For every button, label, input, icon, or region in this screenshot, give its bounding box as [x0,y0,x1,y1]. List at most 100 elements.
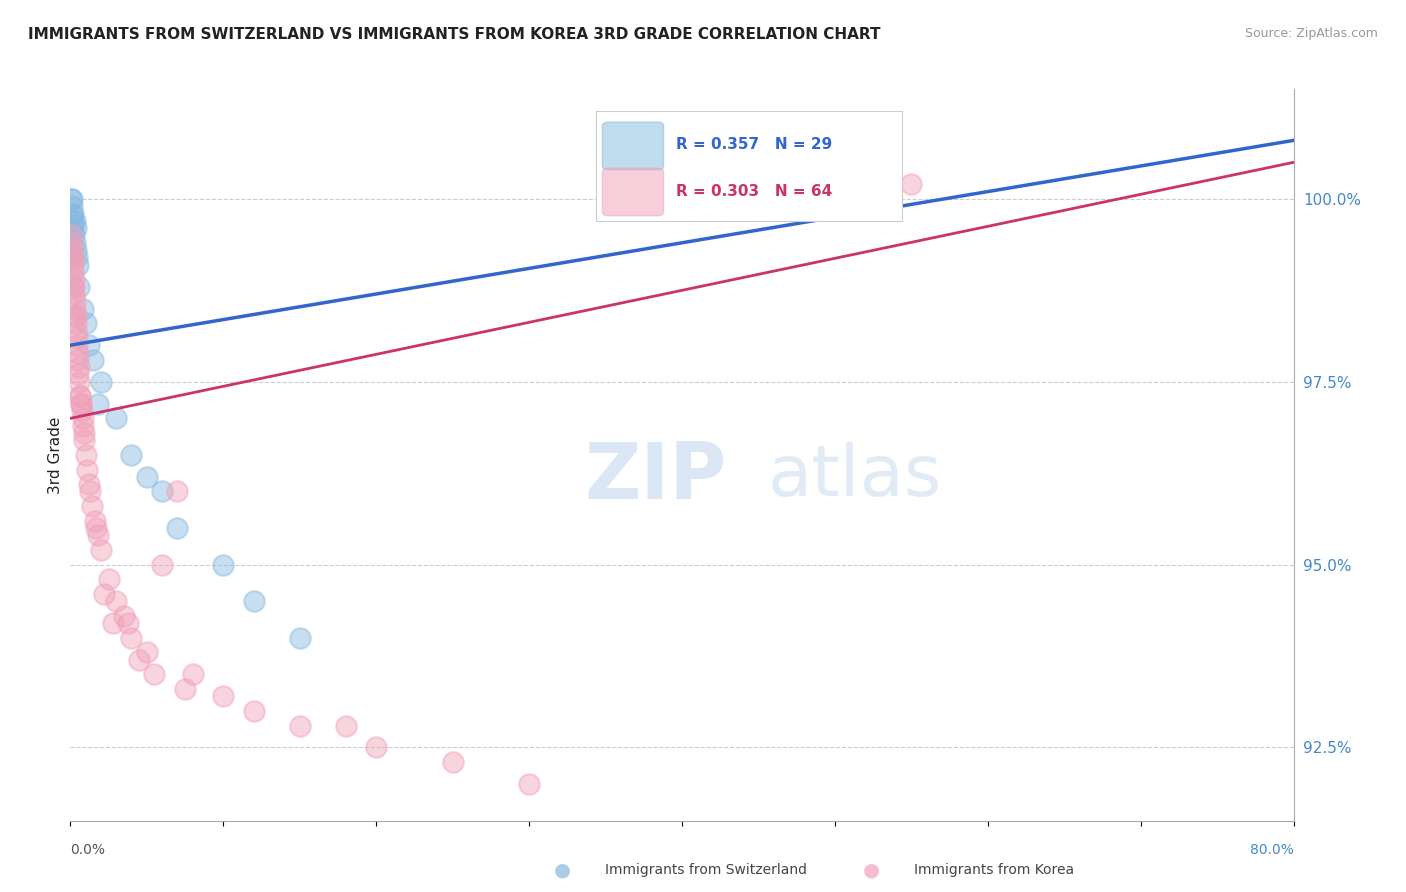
FancyBboxPatch shape [602,169,664,216]
Point [166,521,188,535]
Point [105,411,128,425]
Point [66,251,89,265]
Text: Immigrants from Korea: Immigrants from Korea [914,863,1074,877]
Point [70,397,93,411]
Point [66,258,89,272]
Point [67,368,90,382]
Point [166,484,188,499]
Point [121,631,143,645]
Point [62,206,84,220]
Text: 0.0%: 0.0% [70,843,105,856]
Point [90,375,112,389]
Point [212,558,235,572]
Point [62,287,84,301]
Point [69,389,91,403]
Point [69,375,91,389]
Point [143,667,166,681]
Point [366,740,388,755]
Point [60,243,83,257]
Point [60,251,83,265]
Point [65,309,87,323]
Point [69,389,91,403]
Point [288,631,311,645]
Point [60,206,83,220]
Point [63,294,86,309]
Text: atlas: atlas [768,442,942,511]
Point [62,258,84,272]
Text: R = 0.303   N = 64: R = 0.303 N = 64 [676,184,832,199]
Point [62,251,84,265]
Text: ●: ● [554,860,571,880]
Point [121,448,143,462]
Point [900,178,922,192]
Point [63,235,86,250]
Point [62,221,84,235]
Point [66,338,89,352]
Point [65,324,87,338]
Point [62,279,84,293]
Point [69,397,91,411]
Point [335,718,357,732]
Point [135,470,157,484]
Text: ZIP: ZIP [583,439,727,515]
Point [80,499,103,513]
Point [69,279,91,293]
Point [62,214,84,228]
Point [60,192,83,206]
Point [79,484,101,499]
Point [105,594,128,608]
Point [77,338,100,352]
Text: IMMIGRANTS FROM SWITZERLAND VS IMMIGRANTS FROM KOREA 3RD GRADE CORRELATION CHART: IMMIGRANTS FROM SWITZERLAND VS IMMIGRANT… [28,27,880,42]
Point [441,755,464,769]
Point [60,192,83,206]
Point [243,704,266,718]
Point [63,272,86,286]
Point [63,214,86,228]
Point [63,228,86,243]
Point [63,279,86,293]
Point [66,352,89,367]
Point [135,645,157,659]
Point [97,572,120,586]
Point [70,404,93,418]
Point [101,616,124,631]
Text: Immigrants from Switzerland: Immigrants from Switzerland [605,863,807,877]
Point [174,681,197,696]
Point [65,316,87,330]
Point [63,309,86,323]
Point [72,411,94,425]
Point [75,316,97,330]
Point [117,616,139,631]
Point [60,228,83,243]
Point [93,587,115,601]
Point [83,514,105,528]
Point [62,265,84,279]
FancyBboxPatch shape [602,122,664,169]
Point [66,331,89,345]
Point [82,352,104,367]
Point [65,243,87,257]
Point [65,221,87,235]
Point [75,448,97,462]
Point [67,360,90,375]
Point [90,543,112,558]
Point [288,718,311,732]
Text: R = 0.357   N = 29: R = 0.357 N = 29 [676,136,832,152]
Point [60,199,83,213]
Point [60,235,83,250]
Point [181,667,204,681]
Point [243,594,266,608]
Text: Source: ZipAtlas.com: Source: ZipAtlas.com [1244,27,1378,40]
Point [87,397,110,411]
Point [517,777,540,791]
Point [72,418,94,433]
Point [87,528,110,542]
Point [150,558,173,572]
Point [77,477,100,491]
Point [150,484,173,499]
Point [128,653,150,667]
Point [76,462,98,476]
Point [73,425,96,440]
Y-axis label: 3rd Grade: 3rd Grade [48,417,63,493]
Point [73,434,96,448]
